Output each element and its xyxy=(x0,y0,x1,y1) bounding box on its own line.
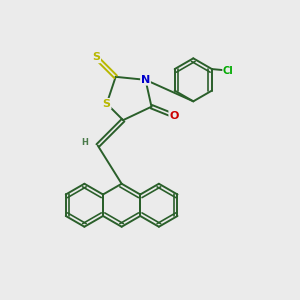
Text: S: S xyxy=(92,52,100,62)
Text: H: H xyxy=(81,138,88,147)
Text: N: N xyxy=(141,75,150,85)
Text: Cl: Cl xyxy=(223,66,234,76)
Text: S: S xyxy=(103,99,111,109)
Text: O: O xyxy=(169,111,178,121)
